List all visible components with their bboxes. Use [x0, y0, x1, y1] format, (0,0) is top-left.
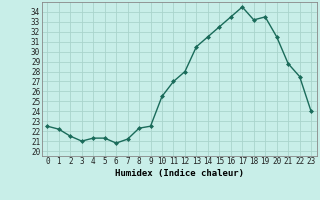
X-axis label: Humidex (Indice chaleur): Humidex (Indice chaleur): [115, 169, 244, 178]
